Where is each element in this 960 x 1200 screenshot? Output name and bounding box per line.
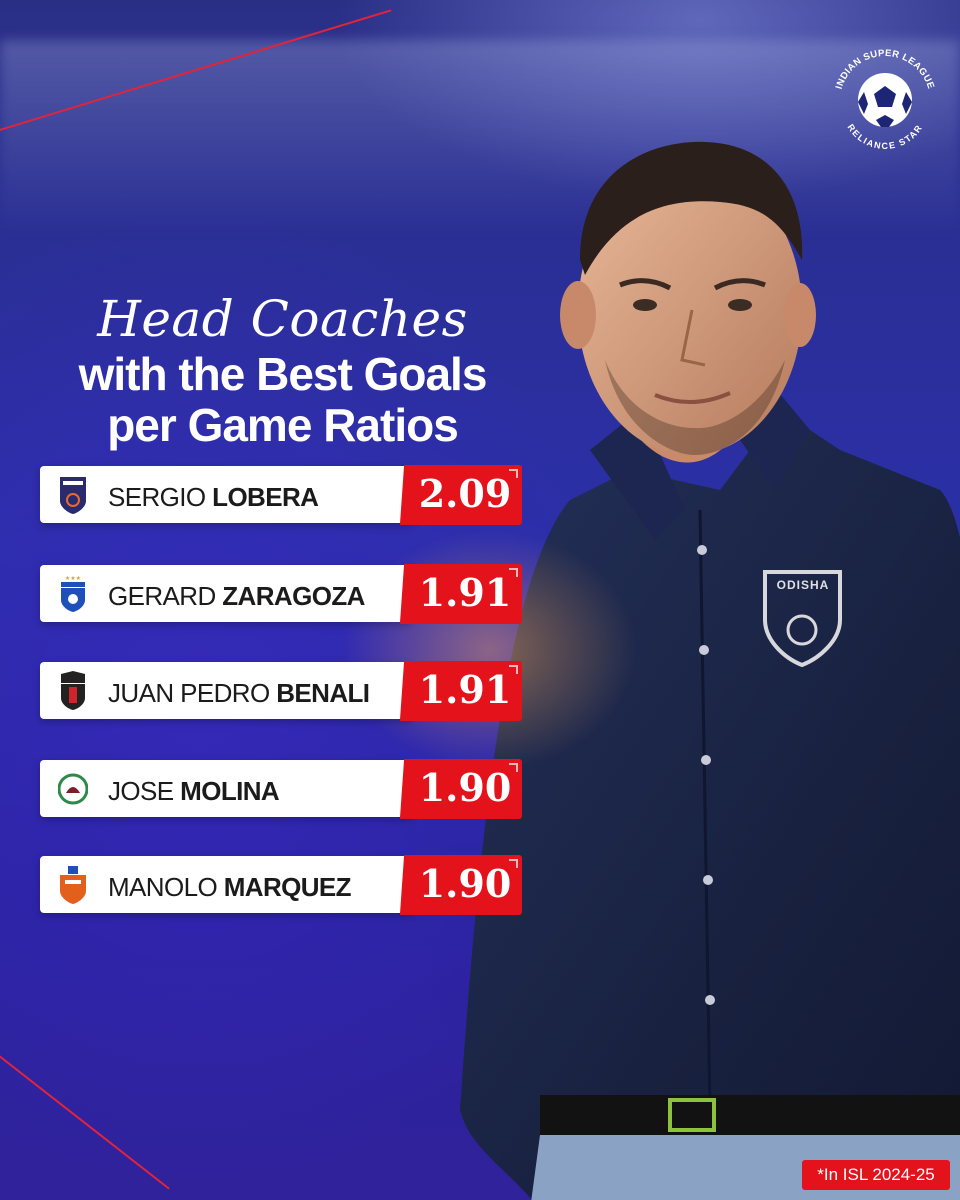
coach-photo — [460, 141, 960, 1200]
ratio-box: 1.90 — [408, 855, 522, 915]
coach-last-name: MARQUEZ — [223, 872, 352, 902]
isl-logo: INDIAN SUPER LEAGUE RELIANCE STAR — [834, 48, 936, 151]
footnote-badge: *In ISL 2024-25 — [802, 1160, 950, 1190]
coach-row-benali: JUAN PEDRO BENALI 1.91 — [40, 661, 522, 721]
coach-name: JOSE MOLINA — [108, 776, 280, 807]
decorative-red-line — [0, 1040, 170, 1190]
coach-last-name: BENALI — [276, 678, 370, 708]
coach-first-name: JUAN PEDRO — [108, 678, 270, 708]
ratio-box: 1.91 — [408, 564, 522, 624]
coach-first-name: SERGIO — [108, 482, 206, 512]
coach-row-lobera: SERGIO LOBERA 2.09 — [40, 465, 522, 525]
goals-per-game-value: 1.91 — [418, 570, 512, 615]
northeast-united-badge-icon — [61, 671, 85, 710]
coach-name-box: SERGIO LOBERA — [40, 466, 412, 523]
coach-row-zaragoza: ★★★ GERARD ZARAGOZA 1.91 — [40, 564, 522, 624]
coach-row-marquez: MANOLO MARQUEZ 1.90 — [40, 855, 522, 915]
coach-first-name: MANOLO — [108, 872, 218, 902]
coach-name-box: JUAN PEDRO BENALI — [40, 662, 412, 719]
coach-name: SERGIO LOBERA — [108, 482, 319, 513]
coach-name-box: JOSE MOLINA — [40, 760, 412, 817]
title-line-1: Head Coaches — [97, 290, 468, 348]
coach-first-name: JOSE — [108, 776, 174, 806]
title-line-3: per Game Ratios — [107, 399, 459, 451]
goals-per-game-value: 1.90 — [418, 765, 512, 810]
coach-name: GERARD ZARAGOZA — [108, 581, 365, 612]
bengaluru-fc-badge-icon: ★★★ — [61, 575, 85, 612]
coach-name: MANOLO MARQUEZ — [108, 872, 352, 903]
football-icon — [858, 73, 912, 127]
ratio-box: 1.90 — [408, 759, 522, 819]
ratio-box: 2.09 — [408, 465, 522, 525]
goals-per-game-value: 2.09 — [418, 471, 512, 516]
coach-name-box: MANOLO MARQUEZ — [40, 856, 412, 913]
odisha-fc-badge-icon — [60, 477, 86, 514]
coach-last-name: ZARAGOZA — [222, 581, 365, 611]
lens-flare — [330, 520, 650, 780]
stadium-lights — [0, 40, 960, 230]
title-line-2: with the Best Goals — [78, 348, 488, 400]
coach-name-box: ★★★ GERARD ZARAGOZA — [40, 565, 412, 622]
coach-last-name: LOBERA — [212, 482, 319, 512]
coach-name: JUAN PEDRO BENALI — [108, 678, 370, 709]
coach-last-name: MOLINA — [180, 776, 280, 806]
svg-text:★★★: ★★★ — [65, 575, 81, 582]
fc-goa-badge-icon — [60, 866, 86, 904]
shirt-badge-label: ODISHA — [776, 578, 830, 592]
mohun-bagan-badge-icon — [58, 773, 88, 805]
ratio-box: 1.91 — [408, 661, 522, 721]
goals-per-game-value: 1.90 — [418, 861, 512, 906]
coach-first-name: GERARD — [108, 581, 216, 611]
goals-per-game-value: 1.91 — [418, 667, 512, 712]
coach-row-molina: JOSE MOLINA 1.90 — [40, 759, 522, 819]
